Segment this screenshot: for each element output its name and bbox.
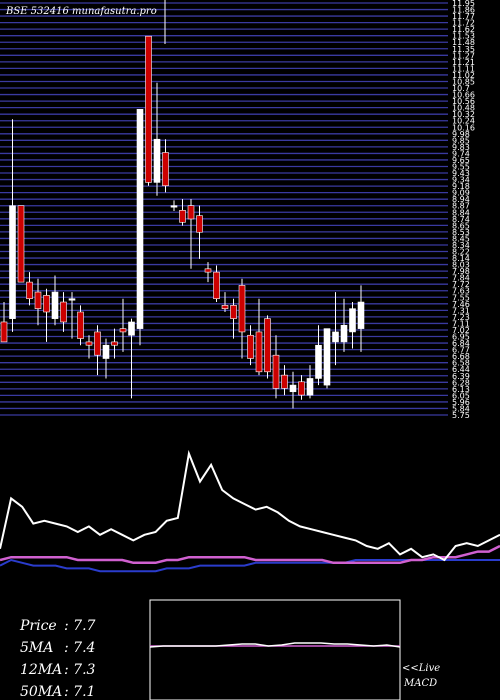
candle <box>265 315 271 378</box>
candle-body-up <box>103 345 109 358</box>
candle-body-down <box>188 206 194 219</box>
macd-label: MACD <box>403 678 437 689</box>
ma50-label: 50MA <box>20 684 62 700</box>
candle-body-down <box>273 355 279 388</box>
candle-body-up <box>341 325 347 342</box>
candle-body-down <box>120 329 126 332</box>
ma5-value: : 7.4 <box>64 640 95 656</box>
candle-body-up <box>69 299 75 301</box>
price-value: : 7.7 <box>64 618 96 634</box>
candle-body-up <box>52 292 58 319</box>
candle-body-down <box>197 216 203 233</box>
candle-body-down <box>61 302 67 322</box>
candle-body-up <box>171 206 177 208</box>
candle-body-down <box>248 335 254 358</box>
chart-title: BSE 532416 munafasutra.pro <box>5 6 157 17</box>
candle-body-down <box>18 206 24 282</box>
candle-body-up <box>290 385 296 392</box>
candle-body-down <box>146 36 152 182</box>
ma5-label: 5MA <box>20 640 53 656</box>
price-label: Price <box>19 618 57 634</box>
candle-body-down <box>231 305 237 318</box>
candle-body-down <box>95 332 101 355</box>
candle-body-down <box>44 295 50 312</box>
candle-body-up <box>333 332 339 342</box>
candle-body-down <box>299 382 305 395</box>
ma12-value: : 7.3 <box>64 662 96 678</box>
candle-body-down <box>282 375 288 388</box>
candle-body-down <box>239 285 245 332</box>
macd-live-label: <<Live <box>402 663 440 674</box>
candle-body-down <box>112 342 118 345</box>
price-tick-label: 5.75 <box>452 411 470 420</box>
candle-body-up <box>350 309 356 332</box>
candle <box>146 36 152 186</box>
candle-body-up <box>316 345 322 378</box>
candle-body-down <box>78 312 84 339</box>
candle-body-down <box>205 269 211 272</box>
candle-body-down <box>27 282 33 299</box>
candle-body-up <box>154 139 160 182</box>
candle <box>137 109 143 345</box>
candle-body-up <box>324 329 330 385</box>
candle-body-down <box>256 332 262 372</box>
ma12-label: 12MA <box>20 662 62 678</box>
candle-body-down <box>1 322 7 342</box>
candle <box>324 329 330 389</box>
candle-body-up <box>10 206 16 319</box>
candle-body-down <box>265 319 271 372</box>
candle-body-down <box>214 272 220 299</box>
candle-body-up <box>358 302 364 329</box>
candle-body-up <box>307 378 313 395</box>
candle-body-down <box>163 153 169 186</box>
candle-body-up <box>129 322 135 335</box>
candle <box>18 206 24 282</box>
candle-body-down <box>180 210 186 222</box>
candle-body-down <box>35 292 41 309</box>
ma50-value: : 7.1 <box>64 684 95 700</box>
candle-body-down <box>222 305 228 308</box>
candle-body-up <box>137 109 143 328</box>
candle-body-down <box>86 342 92 345</box>
